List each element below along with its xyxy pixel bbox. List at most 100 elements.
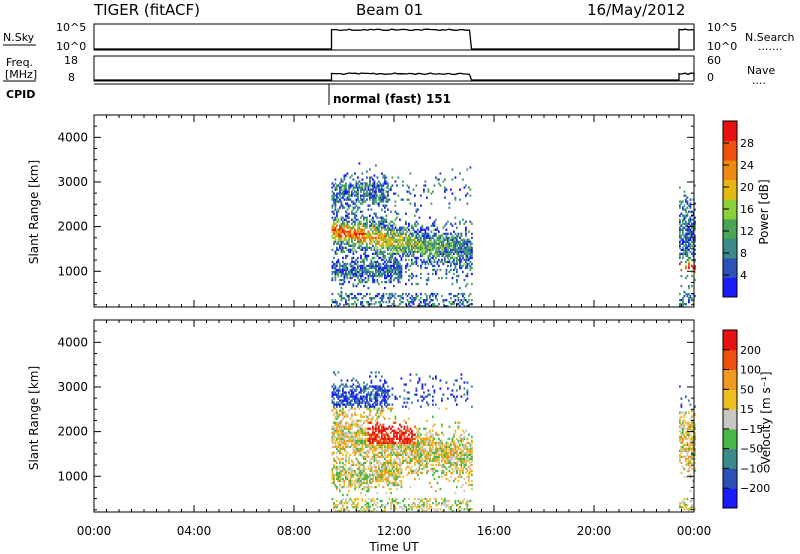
data-cell <box>685 208 687 211</box>
data-cell <box>343 403 346 406</box>
data-cell <box>336 421 338 424</box>
data-cell <box>364 294 367 298</box>
data-cell <box>394 441 397 445</box>
data-cell <box>418 377 421 380</box>
data-cell <box>394 192 397 195</box>
data-cell <box>367 465 370 469</box>
data-cell <box>394 297 397 300</box>
data-cell <box>444 256 446 260</box>
data-cell <box>388 292 391 296</box>
data-cell <box>336 439 338 443</box>
data-cell <box>348 305 350 308</box>
data-cell <box>426 297 428 300</box>
data-cell <box>360 401 362 404</box>
data-cell <box>454 445 457 449</box>
data-cell <box>348 250 350 254</box>
data-cell <box>688 238 690 242</box>
data-cell <box>342 441 344 445</box>
data-cell <box>358 433 361 436</box>
data-cell <box>400 228 403 231</box>
data-cell <box>468 479 470 483</box>
data-cell <box>337 268 340 272</box>
data-cell <box>360 260 362 264</box>
data-cell <box>340 510 343 513</box>
data-cell <box>381 190 383 193</box>
data-cell <box>409 252 412 256</box>
data-cell <box>355 497 358 501</box>
data-cell <box>694 234 696 238</box>
data-cell <box>680 224 683 227</box>
data-cell <box>680 284 683 288</box>
data-cell <box>402 246 404 250</box>
data-cell <box>358 443 361 447</box>
data-cell <box>689 246 692 250</box>
data-cell <box>406 401 409 404</box>
data-cell <box>435 256 437 260</box>
data-cell <box>349 497 352 501</box>
data-cell <box>409 232 412 236</box>
data-cell <box>358 238 361 242</box>
data-cell <box>384 461 386 465</box>
data-cell <box>426 506 428 509</box>
data-cell <box>405 254 407 258</box>
data-cell <box>411 244 413 248</box>
data-cell <box>405 234 407 238</box>
data-cell <box>447 232 449 236</box>
data-cell <box>399 234 401 238</box>
data-cell <box>342 391 344 394</box>
data-cell <box>686 469 689 473</box>
data-cell <box>412 232 415 236</box>
data-cell <box>430 230 433 233</box>
data-cell <box>333 194 335 197</box>
data-cell <box>358 427 361 430</box>
data-cell <box>333 433 335 436</box>
data-cell <box>471 445 473 449</box>
data-cell <box>436 178 439 181</box>
data-cell <box>400 471 403 475</box>
data-cell <box>331 224 334 227</box>
y-tick-label: 1000 <box>57 264 88 278</box>
data-cell <box>387 385 389 388</box>
data-cell <box>382 176 385 179</box>
data-cell <box>354 270 356 274</box>
data-cell <box>346 232 349 236</box>
data-cell <box>360 387 362 390</box>
data-cell <box>450 393 452 396</box>
data-cell <box>435 242 437 246</box>
data-cell <box>370 238 373 242</box>
data-cell <box>357 405 359 408</box>
data-cell <box>411 437 413 441</box>
data-cell <box>357 276 359 280</box>
data-cell <box>471 250 473 254</box>
data-cell <box>409 305 412 308</box>
data-cell <box>451 437 454 441</box>
data-cell <box>456 236 458 240</box>
data-cell <box>363 469 365 473</box>
data-cell <box>358 435 361 438</box>
data-cell <box>367 192 370 195</box>
data-cell <box>349 204 352 207</box>
data-cell <box>460 250 463 254</box>
data-cell <box>372 439 374 443</box>
data-cell <box>442 449 445 453</box>
data-cell <box>384 391 386 394</box>
data-cell <box>414 437 416 441</box>
data-cell <box>375 425 377 428</box>
data-cell <box>412 254 415 258</box>
data-cell <box>343 502 346 505</box>
data-cell <box>358 278 361 282</box>
data-cell <box>337 208 340 211</box>
data-cell <box>400 443 403 447</box>
data-cell <box>384 194 386 197</box>
data-cell <box>679 240 681 244</box>
data-cell <box>349 268 352 272</box>
data-cell <box>430 192 433 195</box>
data-cell <box>381 194 383 197</box>
data-cell <box>427 248 430 252</box>
data-cell <box>430 443 433 447</box>
data-cell <box>336 413 338 416</box>
data-cell <box>466 168 469 171</box>
data-cell <box>432 385 434 388</box>
data-cell <box>373 220 376 223</box>
data-cell <box>354 224 356 227</box>
